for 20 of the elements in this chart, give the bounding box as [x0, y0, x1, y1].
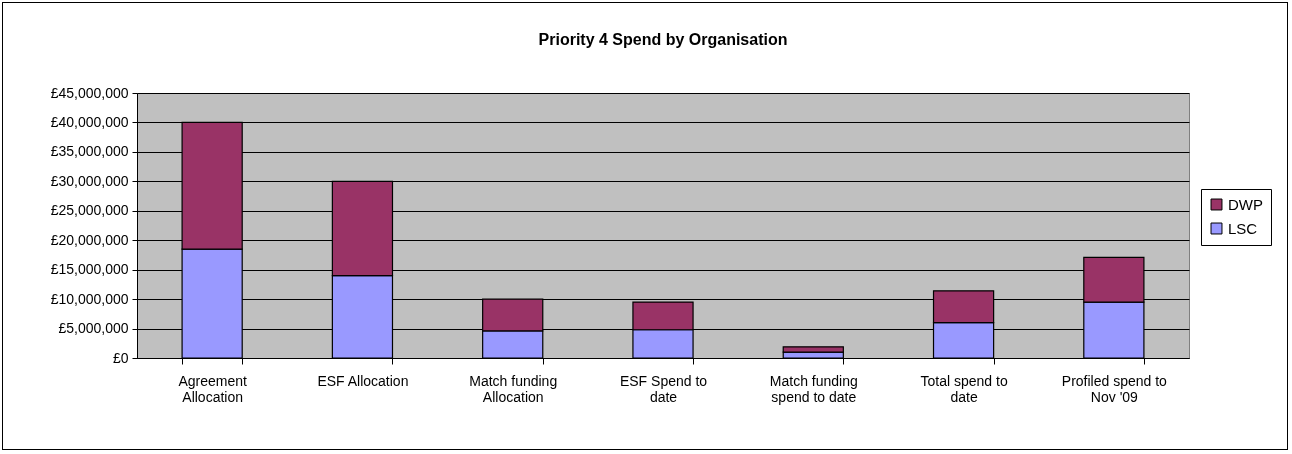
y-tick-label: £45,000,000: [50, 84, 129, 101]
x-tick-label: Total spend to date: [920, 372, 1008, 405]
x-tick-label: Profiled spend to Nov '09: [1061, 372, 1168, 405]
y-tick-label: £35,000,000: [50, 143, 129, 160]
x-tick-label: Agreement Allocation: [178, 372, 247, 405]
y-tick-label: £30,000,000: [50, 172, 129, 189]
y-tick-label: £40,000,000: [50, 113, 129, 130]
y-tick-label: £20,000,000: [50, 231, 129, 248]
y-tick-label: £0: [112, 349, 129, 366]
x-tick-label: Match funding Allocation: [469, 372, 558, 405]
chart-title: Priority 4 Spend by Organisation: [538, 31, 788, 48]
y-tick-label: £10,000,000: [50, 290, 129, 307]
legend-label: DWP: [1228, 195, 1263, 213]
y-tick-label: £5,000,000: [58, 320, 129, 337]
y-tick-label: £25,000,000: [50, 202, 129, 219]
x-tick-label: ESF Allocation: [317, 372, 409, 389]
y-tick-label: £15,000,000: [50, 261, 129, 278]
legend-label: LSC: [1228, 219, 1258, 237]
x-tick-label: Match funding spend to date: [769, 372, 858, 405]
x-tick-label: ESF Spend to date: [619, 372, 708, 405]
